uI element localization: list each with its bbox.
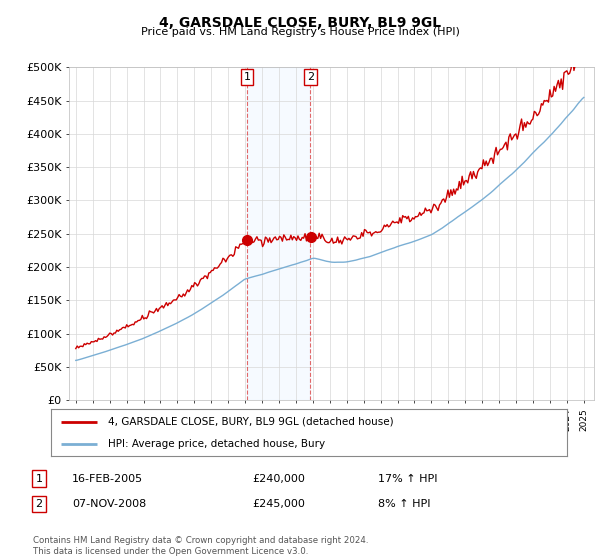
Text: 17% ↑ HPI: 17% ↑ HPI	[378, 474, 437, 484]
Text: £245,000: £245,000	[252, 499, 305, 509]
Text: 1: 1	[244, 72, 251, 82]
Text: Contains HM Land Registry data © Crown copyright and database right 2024.
This d: Contains HM Land Registry data © Crown c…	[33, 536, 368, 556]
Text: 2: 2	[35, 499, 43, 509]
Text: 1: 1	[35, 474, 43, 484]
Text: 07-NOV-2008: 07-NOV-2008	[72, 499, 146, 509]
Text: 8% ↑ HPI: 8% ↑ HPI	[378, 499, 431, 509]
Text: 4, GARSDALE CLOSE, BURY, BL9 9GL: 4, GARSDALE CLOSE, BURY, BL9 9GL	[159, 16, 441, 30]
Text: £240,000: £240,000	[252, 474, 305, 484]
Text: 16-FEB-2005: 16-FEB-2005	[72, 474, 143, 484]
Text: 4, GARSDALE CLOSE, BURY, BL9 9GL (detached house): 4, GARSDALE CLOSE, BURY, BL9 9GL (detach…	[108, 417, 394, 427]
Text: 2: 2	[307, 72, 314, 82]
Text: HPI: Average price, detached house, Bury: HPI: Average price, detached house, Bury	[108, 438, 325, 449]
Bar	[247, 67, 310, 400]
Text: Price paid vs. HM Land Registry's House Price Index (HPI): Price paid vs. HM Land Registry's House …	[140, 27, 460, 37]
